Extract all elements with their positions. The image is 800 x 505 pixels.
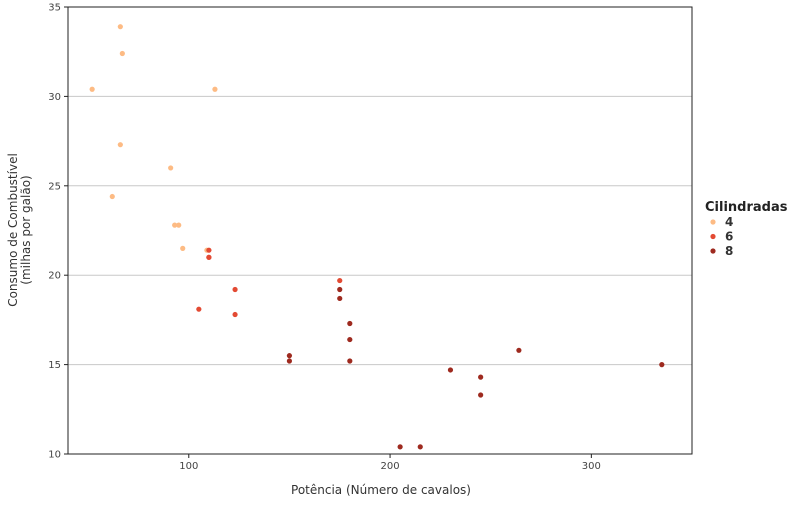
data-point-cyl-4: [119, 50, 125, 57]
data-point-cyl-8: [286, 353, 293, 359]
grid-lines: [68, 95, 692, 366]
data-point-cyl-6: [206, 247, 212, 253]
data-point-cyl-8: [417, 444, 423, 450]
data-point-cyl-6: [232, 286, 238, 293]
data-point-cyl-4: [176, 222, 182, 228]
data-point-cyl-8: [337, 286, 343, 293]
data-point-cyl-4: [172, 222, 178, 228]
data-point-cyl-4: [212, 86, 218, 92]
data-point-cyl-6: [206, 254, 212, 260]
data-point-cyl-8: [516, 347, 522, 353]
legend-label-8: 8: [725, 244, 733, 258]
data-point-cyl-4: [168, 165, 174, 171]
data-point-cyl-8: [337, 295, 343, 302]
plot-frame: [67, 6, 693, 455]
data-point-cyl-8: [478, 392, 484, 398]
data-points: [89, 24, 665, 450]
y-tick-label: 20: [48, 271, 61, 282]
legend-label-6: 6: [725, 230, 733, 244]
legend-swatch-6: [710, 233, 716, 240]
data-point-cyl-4: [117, 142, 123, 148]
data-point-cyl-8: [447, 367, 454, 373]
data-point-cyl-4: [180, 245, 186, 251]
data-point-cyl-4: [109, 193, 115, 200]
x-axis-title: Potência (Número de cavalos): [291, 483, 471, 497]
data-point-cyl-8: [286, 358, 293, 364]
x-tick-label: 300: [582, 461, 601, 472]
data-point-cyl-4: [89, 86, 95, 92]
data-point-cyl-6: [337, 277, 343, 284]
data-point-cyl-8: [397, 444, 403, 450]
legend-title: Cilindradas: [705, 200, 788, 215]
legend-swatch-4: [710, 219, 716, 225]
data-point-cyl-8: [478, 374, 484, 380]
data-point-cyl-8: [347, 320, 353, 327]
data-point-cyl-8: [347, 336, 353, 343]
axis-ticks: 10 15 20 25 30 35 100 200 300: [48, 3, 601, 473]
y-tick-label: 15: [48, 360, 61, 371]
y-tick-label: 30: [48, 92, 61, 103]
data-point-cyl-8: [347, 358, 353, 364]
y-axis-title-line-1: Consumo de Combustível: [6, 153, 20, 307]
legend-label-4: 4: [725, 215, 733, 229]
x-tick-label: 100: [179, 461, 198, 472]
data-point-cyl-6: [196, 306, 202, 312]
data-point-cyl-8: [659, 362, 665, 368]
y-axis-title-line-2: (milhas por galão): [19, 175, 33, 284]
y-tick-label: 10: [48, 450, 61, 461]
legend: Cilindradas 468: [705, 200, 788, 258]
y-axis-title: Consumo de Combustível (milhas por galão…: [6, 153, 33, 307]
y-tick-label: 35: [48, 3, 61, 14]
data-point-cyl-4: [117, 24, 123, 30]
data-point-cyl-6: [232, 311, 238, 318]
y-tick-label: 25: [48, 181, 61, 192]
x-tick-label: 200: [381, 461, 400, 472]
legend-swatch-8: [710, 248, 716, 254]
